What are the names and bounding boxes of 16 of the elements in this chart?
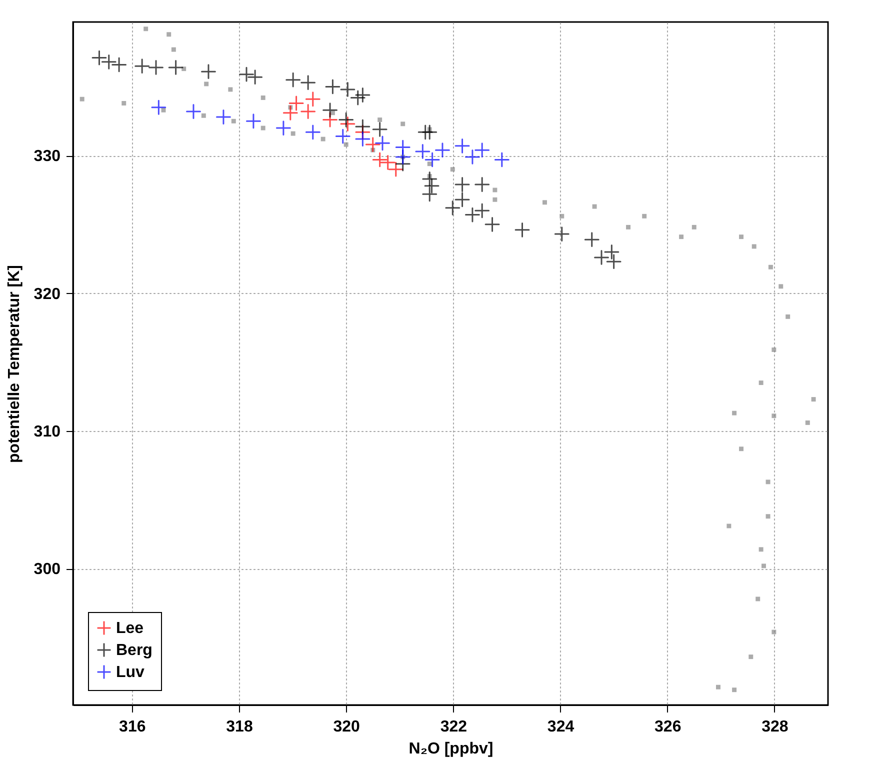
y-tick-label: 310 bbox=[34, 423, 61, 440]
x-tick-label: 320 bbox=[333, 718, 360, 736]
x-axis-title: N₂O [ppbv] bbox=[408, 740, 494, 758]
x-tick-label: 326 bbox=[654, 718, 682, 736]
legend-label: Luv bbox=[116, 664, 145, 681]
legend-label: Lee bbox=[116, 620, 144, 637]
x-tick-label: 328 bbox=[762, 718, 788, 736]
x-tick-label: 324 bbox=[547, 718, 574, 736]
y-tick-label: 320 bbox=[34, 286, 61, 303]
x-tick-label: 316 bbox=[119, 718, 146, 736]
legend-label: Berg bbox=[116, 642, 152, 659]
y-axis-title: potentielle Temperatur [K] bbox=[6, 265, 23, 463]
y-tick-label: 300 bbox=[34, 561, 61, 578]
x-tick-label: 318 bbox=[226, 718, 253, 736]
x-tick-label: 322 bbox=[440, 718, 468, 736]
y-tick-label: 330 bbox=[34, 148, 61, 166]
